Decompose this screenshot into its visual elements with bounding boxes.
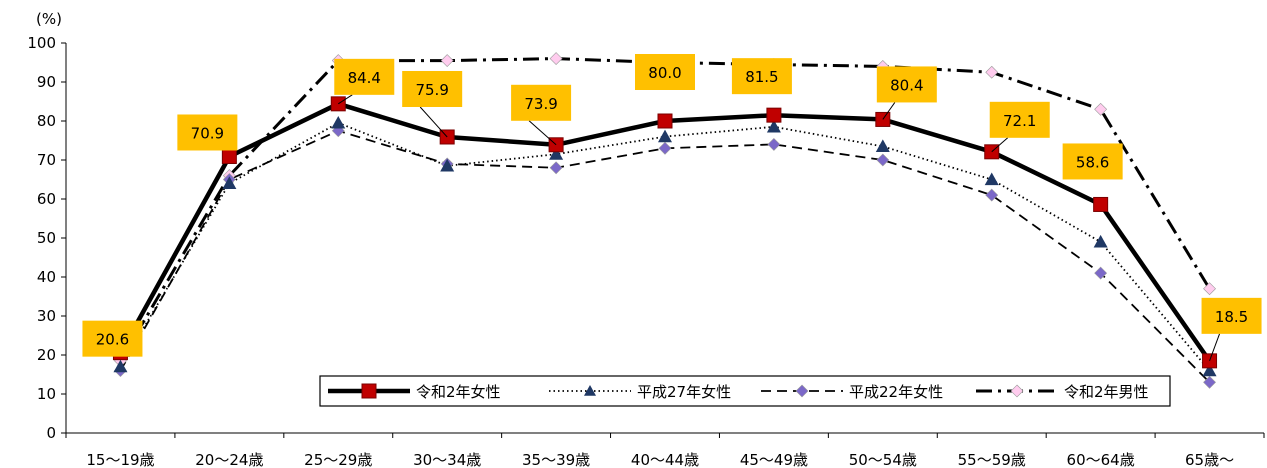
- data-label: 20.6: [96, 331, 129, 349]
- data-labels: 20.6 70.9 84.4 75.9 73.9 80.0 81.5 80.4 72.1 58.6…: [82, 54, 1262, 362]
- data-point-square: [766, 107, 782, 123]
- data-point-square: [1093, 196, 1109, 212]
- data-point-triangle: [1202, 363, 1217, 377]
- data-point-diamond: [1010, 384, 1024, 398]
- x-tick-label: 25～29歳: [304, 451, 372, 468]
- legend-label: 平成27年女性: [637, 383, 731, 401]
- data-point-diamond: [440, 54, 454, 67]
- data-label: 84.4: [348, 69, 381, 87]
- legend-label: 令和2年男性: [1064, 383, 1149, 401]
- axes: 0 10 20 30 40 50 60 70 80 90 100 15～19歳 20～24歳 25～29歳…: [27, 34, 1265, 468]
- x-tick-label: 35～39歳: [522, 451, 590, 468]
- data-point-triangle: [113, 359, 128, 373]
- y-tick-label: 40: [37, 268, 56, 286]
- data-point-square: [361, 383, 377, 399]
- x-tick-label: 55～59歳: [958, 451, 1026, 468]
- data-point-triangle: [331, 115, 346, 129]
- y-tick-label: 80: [37, 112, 56, 130]
- data-point-triangle: [549, 147, 564, 160]
- data-label: 81.5: [745, 68, 778, 86]
- y-axis-unit-label: (%): [36, 10, 62, 28]
- data-label-box: [731, 58, 792, 95]
- x-tick-label: 60～64歳: [1067, 451, 1135, 468]
- data-point-diamond: [876, 153, 890, 167]
- data-point-diamond: [1094, 266, 1108, 280]
- y-tick-label: 100: [27, 34, 56, 52]
- x-tick-label: 45～49歳: [740, 451, 808, 468]
- data-point-diamond: [1094, 102, 1108, 116]
- y-tick-label: 10: [37, 385, 56, 403]
- data-point-diamond: [795, 384, 809, 398]
- legend-label: 令和2年女性: [416, 383, 501, 401]
- data-label-box: [82, 320, 143, 357]
- data-point-diamond: [1203, 282, 1216, 296]
- y-tick-label: 90: [37, 73, 56, 91]
- data-point-diamond: [658, 141, 672, 155]
- data-point-diamond: [767, 137, 781, 151]
- x-tick-label: 65歳～: [1185, 451, 1234, 468]
- data-point-diamond: [985, 188, 999, 202]
- data-point-diamond: [549, 52, 563, 66]
- data-label: 72.1: [1003, 112, 1036, 130]
- data-label: 70.9: [191, 124, 224, 142]
- x-tick-label: 20～24歳: [195, 451, 263, 468]
- legend: 令和2年女性 平成27年女性 平成22年女性 令和2年男性: [319, 375, 1171, 407]
- data-label: 73.9: [524, 95, 557, 113]
- data-point-diamond: [985, 65, 999, 79]
- leader-line: [338, 94, 353, 105]
- leader-line: [1209, 333, 1221, 362]
- data-point-square: [657, 113, 673, 129]
- data-point-triangle: [440, 158, 455, 172]
- data-label-box: [1062, 143, 1123, 180]
- data-label-box: [334, 58, 395, 95]
- series-line: [119, 57, 1211, 362]
- legend-box: [319, 375, 1171, 407]
- leader-line: [528, 120, 557, 146]
- series-line: [119, 129, 1211, 383]
- data-label-box: [989, 101, 1050, 138]
- data-label-box: [1201, 297, 1262, 334]
- data-label-box: [635, 54, 695, 90]
- data-label-box: [511, 84, 572, 121]
- data-label: 75.9: [415, 81, 448, 99]
- data-label-box: [402, 70, 463, 107]
- leader-line: [882, 102, 896, 120]
- data-point-diamond: [1203, 375, 1216, 389]
- leader-line: [991, 137, 1009, 153]
- data-point-triangle: [766, 119, 781, 133]
- y-tick-label: 20: [37, 346, 56, 364]
- x-tick-label: 15～19歳: [86, 451, 154, 468]
- data-point-diamond: [549, 161, 563, 175]
- y-tick-label: 70: [37, 151, 56, 169]
- data-point-triangle: [984, 172, 999, 186]
- data-label: 18.5: [1215, 308, 1248, 326]
- data-point-triangle: [222, 176, 237, 189]
- data-label: 80.0: [648, 64, 681, 82]
- leader-line: [419, 106, 448, 138]
- series-line: [119, 122, 1211, 372]
- data-label: 58.6: [1076, 153, 1109, 171]
- legend-label: 平成22年女性: [849, 383, 943, 401]
- x-tick-label: 30～34歳: [413, 451, 481, 468]
- x-tick-label: 50～54歳: [849, 451, 917, 468]
- data-label-box: [876, 66, 937, 103]
- y-tick-label: 0: [46, 424, 56, 442]
- x-tick-label: 40～44歳: [631, 451, 699, 468]
- data-point-triangle: [1093, 234, 1108, 248]
- data-label: 80.4: [890, 76, 923, 94]
- data-label-box: [177, 114, 238, 151]
- data-point-triangle: [875, 139, 890, 152]
- data-point-triangle: [584, 385, 596, 396]
- data-point-triangle: [658, 129, 672, 143]
- y-tick-label: 60: [37, 190, 56, 208]
- series-markers: [112, 52, 1218, 389]
- data-point-square: [221, 148, 237, 164]
- y-tick-label: 50: [37, 229, 56, 247]
- y-tick-label: 30: [37, 307, 56, 325]
